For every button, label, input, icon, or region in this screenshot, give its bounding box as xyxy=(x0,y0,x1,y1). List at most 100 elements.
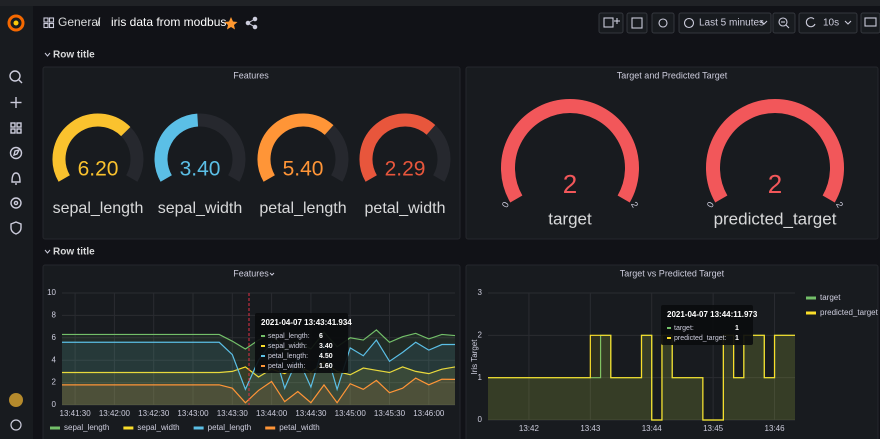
share-icon[interactable] xyxy=(245,16,258,30)
server-admin-icon[interactable] xyxy=(10,221,22,235)
gauge-name: petal_width xyxy=(365,200,446,217)
grafana-logo-core xyxy=(13,20,19,26)
alerting-icon[interactable] xyxy=(11,172,21,185)
x-tick-label: 13:44:00 xyxy=(256,409,288,418)
series-line xyxy=(62,377,456,404)
x-tick-label: 13:45:00 xyxy=(335,409,367,418)
gauge-name: petal_length xyxy=(259,200,346,217)
x-tick-label: 13:45 xyxy=(703,424,724,433)
breadcrumb-folder[interactable]: General xyxy=(58,15,101,29)
panel-menu-caret[interactable] xyxy=(269,272,275,276)
series-line xyxy=(62,361,456,378)
zoom-out-button[interactable] xyxy=(772,12,796,34)
search-icon[interactable] xyxy=(9,70,23,84)
star-icon[interactable] xyxy=(224,17,238,30)
tooltip xyxy=(661,305,753,345)
y-tick-label: 2 xyxy=(52,378,57,387)
tooltip-value: 1 xyxy=(735,335,739,342)
panel-title[interactable]: Target and Predicted Target xyxy=(617,70,728,80)
x-tick-label: 13:43 xyxy=(580,424,601,433)
legend-label: petal_width xyxy=(279,423,319,432)
settings-icon xyxy=(658,18,668,28)
refresh-interval: 10s xyxy=(823,18,839,29)
refresh-caret xyxy=(844,20,852,25)
configuration-icon[interactable] xyxy=(10,197,22,209)
x-tick-label: 13:44:30 xyxy=(295,409,327,418)
explore-icon[interactable] xyxy=(9,146,23,160)
y-tick-label: 4 xyxy=(52,355,57,364)
tv-icon xyxy=(864,17,877,27)
gauge-value: 2 xyxy=(768,169,782,199)
zoom-icon xyxy=(778,17,790,29)
y-tick-label: 8 xyxy=(52,311,57,320)
x-tick-label: 13:42:00 xyxy=(99,409,131,418)
tooltip-series-name: petal_width: xyxy=(268,363,305,370)
tv-mode-button[interactable] xyxy=(860,12,880,34)
legend-label: sepal_length xyxy=(64,423,109,432)
dashboard-grid-icon xyxy=(43,17,55,29)
gauge-value-arc xyxy=(501,99,639,203)
tooltip-series-name: petal_length: xyxy=(268,353,308,360)
help-icon[interactable] xyxy=(10,419,22,431)
breadcrumb-separator: / xyxy=(97,15,101,29)
row-chevron[interactable] xyxy=(44,249,51,254)
row-chevron[interactable] xyxy=(44,52,51,57)
gauge-max-label: 2 xyxy=(834,200,845,209)
gauge-value-arc xyxy=(706,99,844,203)
gauge-value: 6.20 xyxy=(78,158,119,181)
gauge-value-arc xyxy=(257,113,334,182)
save-icon xyxy=(631,17,643,29)
gauge-value: 2.29 xyxy=(385,158,426,181)
panel-title[interactable]: Features xyxy=(233,268,269,278)
dashboard-title[interactable]: iris data from modbus xyxy=(111,15,226,29)
row-title[interactable]: Row title xyxy=(53,247,95,258)
add-panel-button[interactable] xyxy=(598,12,624,34)
y-tick-label: 1 xyxy=(478,373,483,382)
gauge-value: 3.40 xyxy=(180,158,221,181)
gauge-value-arc xyxy=(359,113,436,182)
y-tick-label: 0 xyxy=(52,400,57,409)
gauge-value: 2 xyxy=(563,169,577,199)
tooltip-value: 4.50 xyxy=(319,353,333,360)
x-tick-label: 13:46 xyxy=(765,424,786,433)
x-tick-label: 13:41:30 xyxy=(60,409,92,418)
create-icon[interactable] xyxy=(10,97,22,108)
legend-label: predicted_target xyxy=(820,308,879,317)
row-title[interactable]: Row title xyxy=(53,50,95,61)
x-tick-label: 13:45:30 xyxy=(374,409,406,418)
save-button[interactable] xyxy=(626,12,648,34)
settings-button[interactable] xyxy=(651,12,675,34)
tooltip-time: 2021-04-07 13:43:41.934 xyxy=(261,318,352,327)
gauge-min-label: 0 xyxy=(705,200,716,209)
y-axis-label: Iris Target xyxy=(470,339,479,375)
tooltip-time: 2021-04-07 13:44:11.973 xyxy=(667,310,758,319)
tooltip xyxy=(255,313,348,373)
x-tick-label: 13:42:30 xyxy=(138,409,170,418)
panel-title[interactable]: Features xyxy=(233,70,269,80)
x-tick-label: 13:43:30 xyxy=(217,409,249,418)
chart-layer: 6.20 sepal_length 3.40 sepal_width 5.40 petal… xyxy=(47,99,879,433)
time-picker[interactable] xyxy=(678,12,772,34)
gauge-name: sepal_length xyxy=(53,200,144,217)
tooltip-value: 1 xyxy=(735,325,739,332)
legend-label: target xyxy=(820,293,841,302)
gauge-value: 5.40 xyxy=(283,158,324,181)
y-tick-label: 10 xyxy=(47,288,56,297)
x-tick-label: 13:42 xyxy=(519,424,540,433)
tooltip-series-name: sepal_length: xyxy=(268,333,310,340)
y-tick-label: 2 xyxy=(478,330,483,339)
gauge-name: sepal_width xyxy=(158,200,243,217)
refresh-icon xyxy=(805,17,816,28)
tooltip-series-name: sepal_width: xyxy=(268,343,307,350)
x-tick-label: 13:43:00 xyxy=(177,409,209,418)
panel-title[interactable]: Target vs Predicted Target xyxy=(620,268,725,278)
dashboards-icon[interactable] xyxy=(10,122,22,134)
gauge-value-arc xyxy=(154,113,199,182)
user-avatar[interactable] xyxy=(9,393,23,407)
grafana-logo[interactable] xyxy=(7,14,25,32)
panel xyxy=(42,264,461,439)
y-tick-label: 0 xyxy=(478,415,483,424)
gauge-min-label: 0 xyxy=(500,200,511,209)
